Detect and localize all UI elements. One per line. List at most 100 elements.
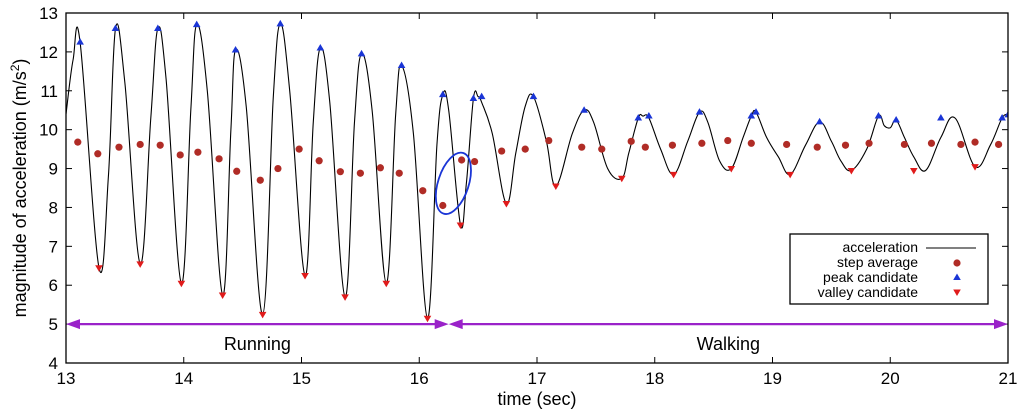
- peak-candidate-point: [469, 94, 478, 102]
- x-tick-label: 20: [881, 369, 900, 388]
- step-average-point: [957, 140, 965, 149]
- y-axis-title-tail: ): [10, 59, 30, 65]
- y-tick-label: 5: [49, 315, 58, 334]
- step-average-point: [724, 136, 732, 145]
- peak-candidate-point: [937, 114, 945, 121]
- valley-candidate-point: [502, 201, 511, 208]
- region-arrowhead-left: [66, 319, 80, 330]
- step-average-point: [356, 169, 364, 177]
- step-average-point: [598, 145, 606, 153]
- x-tick-label: 16: [410, 369, 429, 388]
- step-average-point: [521, 145, 529, 153]
- step-average-point: [783, 140, 791, 149]
- y-tick-label: 9: [49, 160, 58, 179]
- x-tick-label: 21: [999, 369, 1018, 388]
- legend-label-peak-candidate: peak candidate: [823, 269, 918, 285]
- valley-candidate-point: [136, 261, 144, 268]
- valley-candidate-point: [95, 265, 103, 272]
- x-tick-label: 14: [174, 369, 193, 388]
- valley-candidate-point: [552, 183, 560, 191]
- step-average-point: [274, 164, 282, 173]
- peak-candidate-point: [397, 61, 406, 68]
- region-label-walking: Walking: [697, 334, 760, 354]
- legend-label-valley-candidate: valley candidate: [818, 284, 919, 300]
- y-tick-label: 10: [39, 121, 58, 140]
- valley-candidate-point: [301, 273, 309, 280]
- legend-swatch-valley-candidate: [953, 289, 961, 296]
- step-average-point: [668, 141, 677, 149]
- peak-candidate-point: [76, 38, 84, 45]
- valley-candidate-point: [341, 294, 349, 301]
- step-average-point: [545, 136, 553, 145]
- legend: acceleration step average peak candidate…: [789, 233, 989, 305]
- peak-candidate-point: [892, 115, 900, 123]
- peak-candidate-point: [998, 114, 1006, 121]
- step-average-point: [136, 140, 144, 149]
- valley-candidate-point: [218, 292, 227, 299]
- y-tick-label: 12: [39, 43, 58, 62]
- y-axis-title: magnitude of acceleration (m/s2): [8, 59, 30, 318]
- step-average-point: [498, 147, 506, 155]
- peak-candidate-point: [357, 49, 366, 57]
- region-label-running: Running: [224, 334, 291, 354]
- y-tick-label: 13: [39, 4, 58, 23]
- peak-candidate-point: [111, 24, 120, 32]
- y-axis-title-main: magnitude of acceleration (m/s: [10, 71, 30, 317]
- x-tick-label: 17: [528, 369, 547, 388]
- step-average-point: [233, 167, 241, 175]
- peak-candidate-point: [154, 24, 162, 32]
- step-average-point: [927, 139, 936, 147]
- peak-candidate-point: [580, 106, 588, 113]
- y-tick-label: 6: [49, 276, 58, 295]
- step-average-point: [841, 141, 850, 149]
- valley-candidate-point: [727, 166, 736, 173]
- step-average-point: [994, 140, 1003, 149]
- step-average-point: [176, 151, 184, 159]
- valley-candidate-point: [971, 164, 979, 171]
- step-average-point: [865, 139, 873, 147]
- step-average-point: [194, 148, 202, 156]
- legend-swatch-step-average: [953, 259, 961, 267]
- plot-frame: [65, 12, 1009, 364]
- peak-candidate-point: [276, 19, 285, 27]
- step-average-point: [470, 157, 479, 166]
- step-average-point: [315, 157, 323, 165]
- peak-candidate-point: [645, 112, 653, 119]
- valley-candidate-point: [177, 280, 186, 288]
- y-axis-title-superscript: 2: [8, 64, 22, 71]
- x-tick-label: 18: [645, 369, 664, 388]
- region-arrowhead-left: [448, 319, 463, 330]
- peak-candidate-point: [477, 92, 486, 100]
- step-average-point: [256, 176, 264, 184]
- step-average-point: [641, 143, 649, 151]
- peak-candidate-point: [1004, 110, 1008, 118]
- step-average-point: [900, 140, 908, 149]
- step-average-point: [747, 139, 755, 147]
- step-average-point: [458, 156, 466, 164]
- valley-candidate-point: [423, 315, 432, 323]
- valley-candidate-point: [456, 222, 465, 229]
- step-average-point: [115, 143, 123, 151]
- peak-candidate-point: [634, 114, 643, 121]
- step-average-point: [215, 155, 223, 163]
- legend-label-acceleration: acceleration: [843, 239, 919, 255]
- peak-candidate-point: [439, 90, 447, 98]
- peak-candidate-point: [695, 108, 704, 115]
- step-average-point: [395, 169, 403, 177]
- peak-candidate-point: [747, 112, 756, 119]
- step-average-point: [376, 164, 384, 172]
- peak-candidate-point: [752, 108, 760, 115]
- step-average-point: [698, 139, 706, 147]
- step-average-point: [971, 138, 979, 146]
- step-average-point: [419, 187, 427, 195]
- peak-candidate-point: [316, 44, 325, 51]
- x-tick-label: 19: [763, 369, 782, 388]
- valley-candidate-point: [669, 171, 678, 179]
- region-arrowhead-right: [994, 319, 1008, 330]
- step-average-point: [295, 145, 303, 153]
- region-arrow-walking: [448, 319, 1008, 330]
- valley-candidate-point: [382, 280, 391, 288]
- y-tick-label: 7: [49, 237, 58, 256]
- step-average-point: [336, 168, 344, 176]
